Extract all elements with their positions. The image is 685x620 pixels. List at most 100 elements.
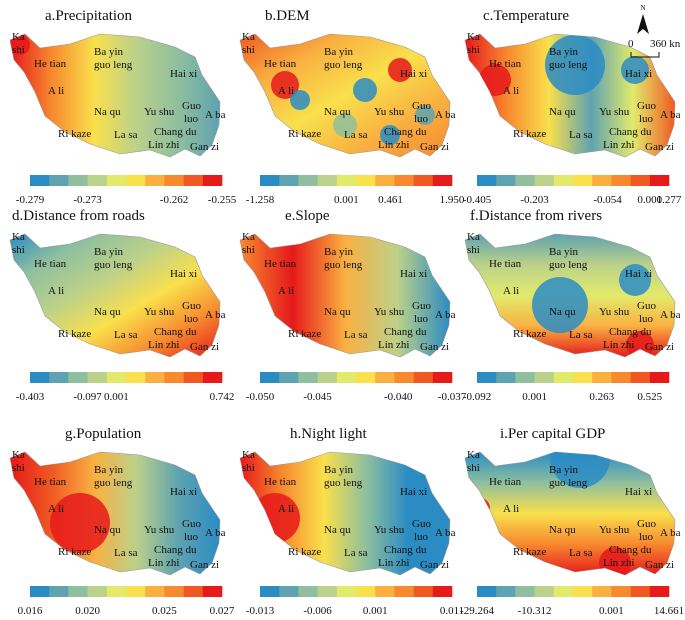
place-label: Na qu <box>549 306 576 318</box>
legend-swatch <box>298 586 318 597</box>
place-label: Ka <box>242 449 255 461</box>
legend-swatch <box>183 175 204 186</box>
legend-swatch <box>515 586 535 597</box>
color-legend: 0.016 0.020 0.025 0.027 <box>18 586 235 617</box>
legend-swatch <box>592 586 612 597</box>
legend-swatch <box>68 372 88 383</box>
legend-tick-label: 0.001 <box>334 194 359 206</box>
legend-swatch <box>394 372 414 383</box>
color-legend: -29.264 -10.312 0.001 14.661 <box>460 586 684 617</box>
legend-swatch <box>260 586 280 597</box>
place-label: Guo <box>412 100 431 112</box>
legend-tick-label: 0.020 <box>75 605 100 617</box>
legend-tick-label: -0.262 <box>160 194 188 206</box>
place-label: Na qu <box>549 524 576 536</box>
legend-swatch <box>317 175 338 186</box>
legend-swatch <box>375 586 395 597</box>
place-label: Gan zi <box>420 141 449 153</box>
legend-tick-label: 0.011 <box>440 605 464 617</box>
north-label: N <box>640 4 645 12</box>
legend-swatch <box>260 175 280 186</box>
place-label: Hai xi <box>400 68 427 80</box>
scale-zero: 0 <box>628 38 634 50</box>
legend-tick-label: 0.742 <box>210 391 235 403</box>
place-label: A ba <box>660 527 681 539</box>
place-label: Ka <box>12 31 25 43</box>
place-label: Ba yin <box>324 246 354 258</box>
place-label: Ka <box>467 231 480 243</box>
place-label: Chang du <box>384 126 427 138</box>
legend-swatch <box>573 175 593 186</box>
place-label: Hai xi <box>170 486 197 498</box>
legend-swatch <box>49 586 69 597</box>
place-label: Gan zi <box>190 559 219 571</box>
place-label: Ka <box>467 31 480 43</box>
panel-title: c.Temperature <box>483 8 569 24</box>
legend-swatch <box>496 372 516 383</box>
place-label: Lin zhi <box>603 557 634 569</box>
region-fill <box>464 451 676 576</box>
place-label: A li <box>278 285 294 297</box>
place-label: luo <box>184 313 199 325</box>
legend-swatch <box>356 586 376 597</box>
place-label: Gan zi <box>645 559 674 571</box>
legend-swatch <box>202 586 223 597</box>
legend-swatch <box>49 175 69 186</box>
place-label: A li <box>48 85 64 97</box>
legend-swatch <box>515 372 535 383</box>
place-label: Na qu <box>94 524 121 536</box>
place-label: Lin zhi <box>603 339 634 351</box>
legend-swatch <box>649 372 670 383</box>
panel-title: a.Precipitation <box>45 8 133 24</box>
place-label: shi <box>12 462 25 474</box>
legend-tick-label: 0.001 <box>363 605 388 617</box>
legend-swatch <box>394 175 414 186</box>
region-fill <box>239 233 451 358</box>
place-label: Na qu <box>94 306 121 318</box>
place-label: Yu shu <box>374 106 405 118</box>
value-patch <box>619 264 651 296</box>
color-legend: -0.092 0.001 0.263 0.525 <box>463 372 670 403</box>
place-label: He tian <box>264 258 297 270</box>
legend-swatch <box>336 175 357 186</box>
place-label: shi <box>242 44 255 56</box>
place-label: Lin zhi <box>148 339 179 351</box>
place-label: Chang du <box>154 326 197 338</box>
place-label: Chang du <box>154 126 197 138</box>
place-label: guo leng <box>324 59 363 71</box>
place-label: Ri kaze <box>288 546 321 558</box>
value-patch <box>50 493 110 553</box>
legend-tick-label: 0.525 <box>637 391 662 403</box>
place-label: A ba <box>205 109 226 121</box>
place-label: Ba yin <box>94 46 124 58</box>
place-label: Guo <box>182 518 201 530</box>
value-patch <box>550 452 610 488</box>
legend-swatch <box>553 586 574 597</box>
legend-swatch <box>573 372 593 383</box>
place-label: La sa <box>344 329 368 341</box>
place-label: Ri kaze <box>513 546 546 558</box>
legend-swatch <box>260 372 280 383</box>
place-label: Ri kaze <box>58 128 91 140</box>
place-label: La sa <box>569 129 593 141</box>
legend-swatch <box>30 175 50 186</box>
value-patch <box>626 331 654 357</box>
place-label: Ri kaze <box>288 328 321 340</box>
legend-swatch <box>375 175 395 186</box>
legend-swatch <box>145 175 165 186</box>
legend-tick-label: -0.045 <box>303 391 332 403</box>
place-label: Guo <box>637 518 656 530</box>
legend-swatch <box>164 372 184 383</box>
legend-swatch <box>202 175 223 186</box>
legend-tick-label: 0.027 <box>210 605 235 617</box>
place-label: Chang du <box>609 126 652 138</box>
place-label: Ka <box>242 231 255 243</box>
legend-swatch <box>592 372 612 383</box>
